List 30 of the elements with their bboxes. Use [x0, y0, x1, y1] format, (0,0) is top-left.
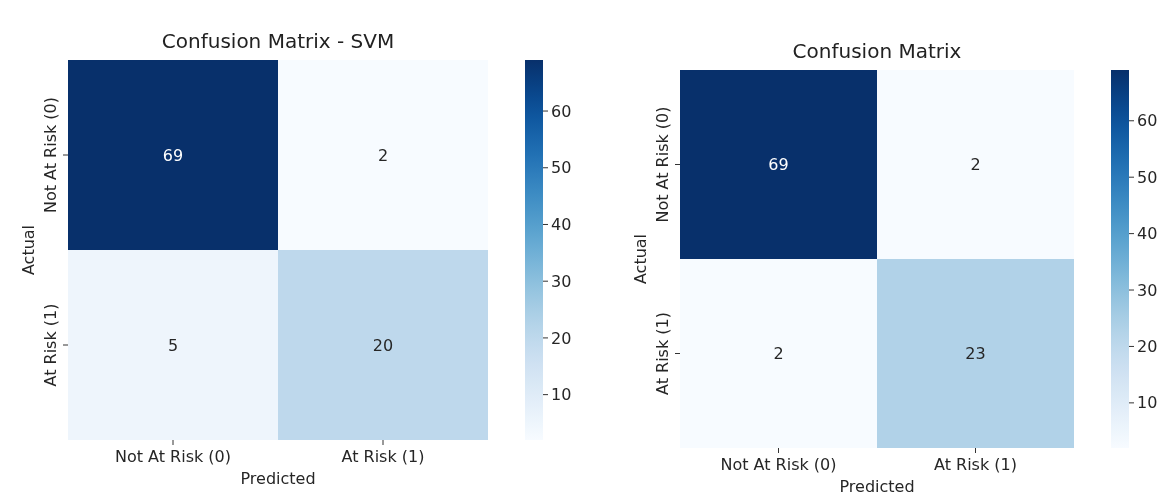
color-bar-label: 30 — [551, 271, 572, 291]
x-tick-label: Not At Risk (0) — [114, 447, 232, 466]
color-bar-label: 20 — [551, 328, 572, 348]
data-label: 5 — [167, 335, 179, 355]
color-bar-label: 60 — [1137, 111, 1158, 131]
data-label: 2 — [773, 344, 784, 364]
x-tick-label: At Risk (1) — [934, 455, 1017, 474]
color-bar-label: 50 — [551, 158, 572, 178]
color-bar-label: 40 — [551, 215, 572, 235]
y-axis-title: Actual — [19, 224, 38, 276]
color-bar-label: 60 — [551, 101, 572, 121]
chart-title: Confusion Matrix — [792, 39, 962, 63]
color-bar-label: 50 — [1137, 167, 1158, 187]
color-bar-label: 40 — [1137, 224, 1158, 244]
y-axis-title: Actual — [631, 233, 650, 285]
data-label: 20 — [372, 335, 394, 355]
x-axis-title: Predicted — [839, 477, 915, 496]
color-bar-label: 10 — [1137, 393, 1158, 413]
data-label: 2 — [377, 145, 389, 165]
data-label: 69 — [768, 155, 789, 175]
data-label: 23 — [965, 344, 986, 364]
x-axis-title: Predicted — [240, 469, 316, 488]
data-label: 69 — [162, 145, 184, 165]
x-tick-label: At Risk (1) — [341, 447, 425, 466]
chart-title: Confusion Matrix - SVM — [161, 29, 395, 53]
x-tick-label: Not At Risk (0) — [720, 455, 837, 474]
color-bar-label: 10 — [551, 385, 572, 405]
color-bar-label: 30 — [1137, 280, 1158, 300]
data-label: 2 — [970, 155, 981, 175]
color-bar-label: 20 — [1137, 337, 1158, 357]
